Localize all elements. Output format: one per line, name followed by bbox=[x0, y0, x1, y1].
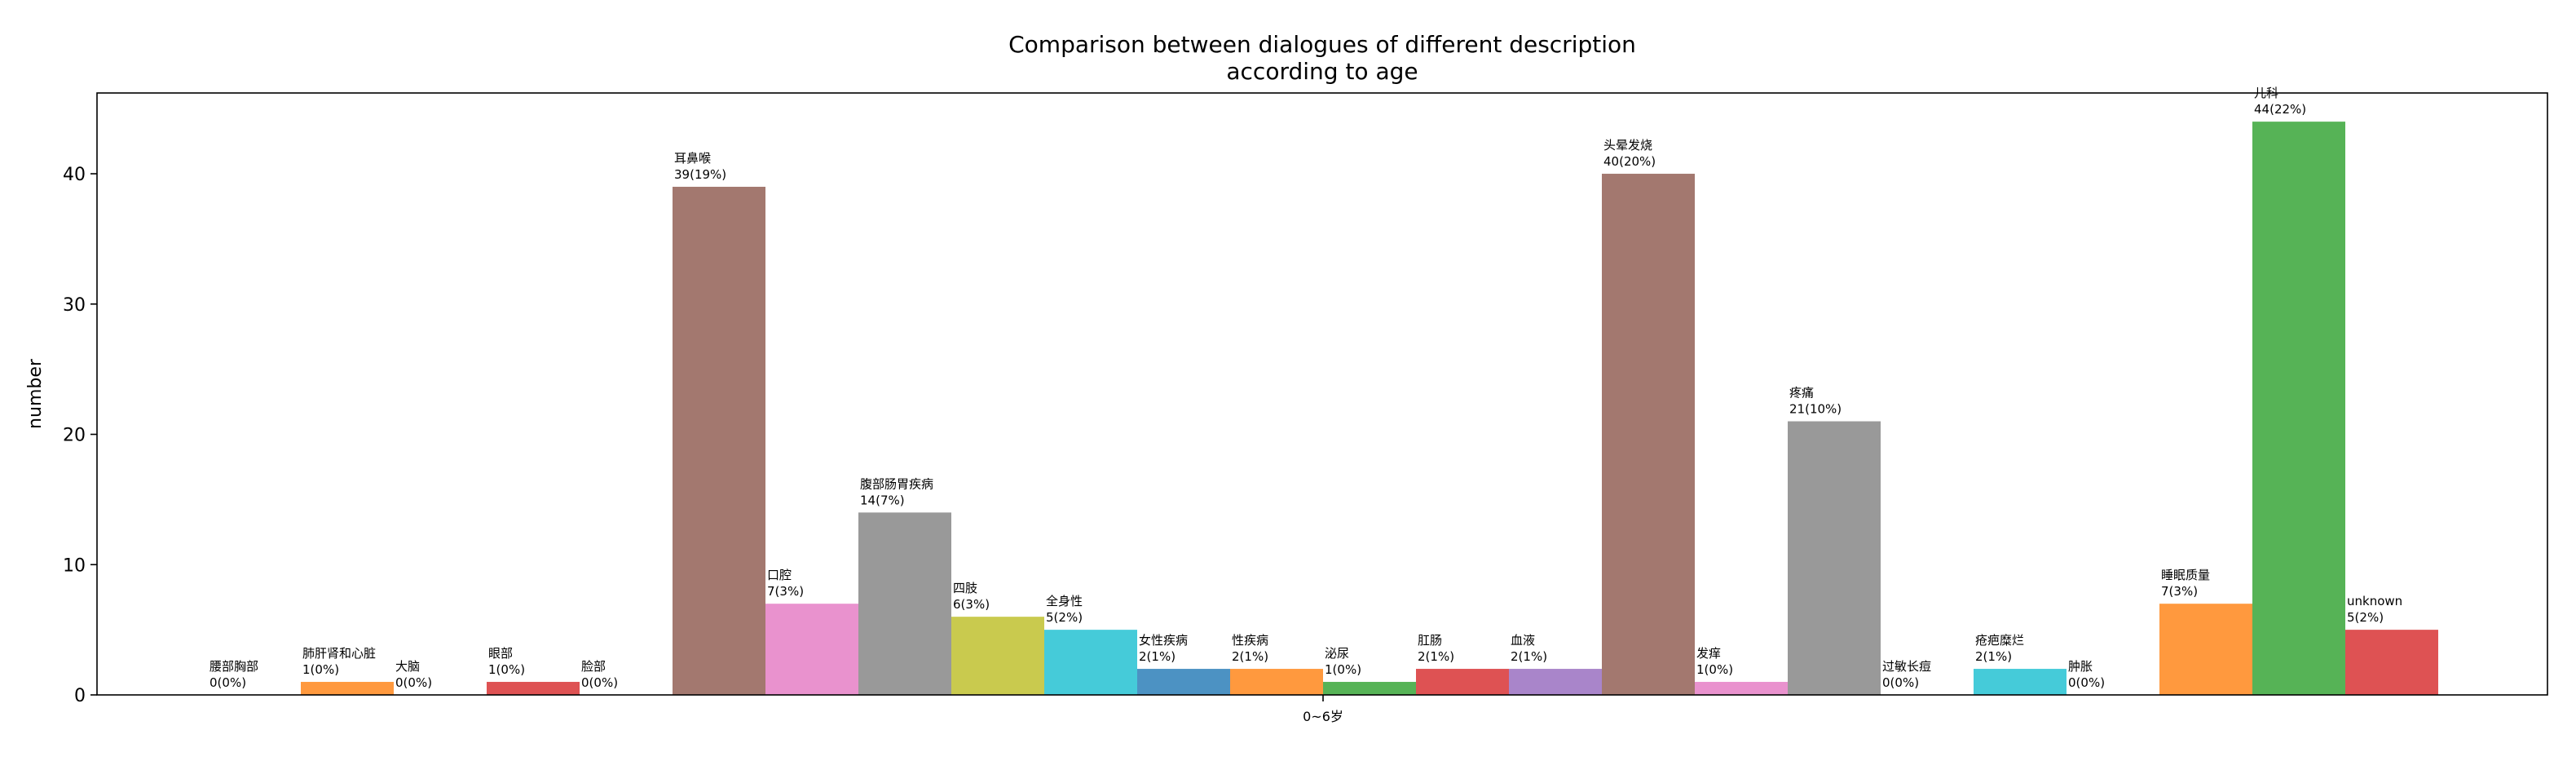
bar-name-label: 脸部 bbox=[581, 659, 606, 674]
bar-value-label: 2(1%) bbox=[1139, 649, 1176, 664]
bar-name-label: 耳鼻喉 bbox=[674, 151, 711, 166]
bar-value-label: 0(0%) bbox=[581, 675, 618, 690]
bar-8 bbox=[858, 512, 951, 695]
bar-name-label: 大脑 bbox=[395, 659, 420, 674]
bar-name-label: 腹部肠胃疾病 bbox=[860, 476, 933, 491]
bar-17 bbox=[1695, 682, 1788, 695]
bar-value-label: 6(3%) bbox=[953, 597, 990, 612]
bar-12 bbox=[1230, 669, 1323, 695]
bar-11 bbox=[1137, 669, 1230, 695]
bar-name-label: 女性疾病 bbox=[1139, 633, 1188, 648]
bar-value-label: 1(0%) bbox=[302, 662, 339, 677]
bar-name-label: 发痒 bbox=[1696, 646, 1721, 661]
bar-22 bbox=[2159, 604, 2252, 695]
bar-value-label: 21(10%) bbox=[1789, 402, 1842, 417]
bar-value-label: 5(2%) bbox=[1046, 610, 1083, 625]
bar-16 bbox=[1602, 174, 1695, 696]
bar-name-label: 头晕发烧 bbox=[1603, 138, 1652, 153]
bar-name-label: 全身性 bbox=[1046, 594, 1083, 608]
y-axis: 0 10 20 30 40 bbox=[63, 165, 97, 706]
bar-13 bbox=[1323, 682, 1416, 695]
bar-value-label: 0(0%) bbox=[2068, 675, 2105, 690]
bar-4 bbox=[487, 682, 580, 695]
bar-name-label: 肛肠 bbox=[1418, 633, 1442, 648]
bar-name-label: 过敏长痘 bbox=[1882, 659, 1931, 674]
x-axis: 0~6岁 bbox=[1303, 695, 1343, 724]
bar-name-label: 四肢 bbox=[953, 581, 977, 595]
bar-14 bbox=[1416, 669, 1509, 695]
bar-value-label: 0(0%) bbox=[1882, 675, 1919, 690]
bar-name-label: 眼部 bbox=[488, 646, 513, 661]
bar-23 bbox=[2252, 122, 2345, 696]
bar-24 bbox=[2345, 630, 2438, 695]
y-tick-label: 0 bbox=[74, 686, 86, 706]
bar-7 bbox=[765, 604, 858, 695]
bar-value-label: 44(22%) bbox=[2254, 102, 2306, 117]
bar-value-label: 1(0%) bbox=[488, 662, 525, 677]
bar-name-label: 腰部胸部 bbox=[210, 659, 258, 674]
bar-name-label: 肿胀 bbox=[2068, 659, 2093, 674]
bar-value-label: 5(2%) bbox=[2347, 610, 2384, 625]
bar-10 bbox=[1044, 630, 1137, 695]
bar-18 bbox=[1788, 421, 1881, 695]
bar-value-label: 2(1%) bbox=[1511, 649, 1547, 664]
bar-9 bbox=[951, 617, 1044, 695]
bar-name-label: 疼痛 bbox=[1789, 386, 1814, 400]
bar-6 bbox=[673, 187, 765, 695]
y-tick-label: 40 bbox=[63, 165, 86, 185]
bar-value-label: 1(0%) bbox=[1696, 662, 1733, 677]
bar-name-label: 泌尿 bbox=[1325, 646, 1349, 661]
bar-value-label: 2(1%) bbox=[1975, 649, 2012, 664]
y-tick-label: 20 bbox=[63, 426, 86, 446]
x-tick-label: 0~6岁 bbox=[1303, 709, 1343, 724]
bar-value-label: 7(3%) bbox=[2161, 584, 2198, 599]
bar-2 bbox=[301, 682, 394, 695]
bar-name-label: 血液 bbox=[1511, 633, 1535, 648]
bar-value-label: 2(1%) bbox=[1418, 649, 1454, 664]
bar-value-label: 40(20%) bbox=[1603, 154, 1656, 169]
bar-name-label: 睡眠质量 bbox=[2161, 568, 2210, 582]
bar-value-label: 2(1%) bbox=[1232, 649, 1268, 664]
bar-name-label: 疮疤糜烂 bbox=[1975, 633, 2024, 648]
bar-name-label: unknown bbox=[2347, 594, 2402, 608]
bar-value-label: 0(0%) bbox=[395, 675, 432, 690]
bar-value-label: 1(0%) bbox=[1325, 662, 1361, 677]
y-axis-label: number bbox=[25, 358, 46, 429]
y-tick-label: 30 bbox=[63, 295, 86, 316]
bar-value-label: 7(3%) bbox=[767, 584, 804, 599]
bar-20 bbox=[1974, 669, 2067, 695]
bar-name-label: 口腔 bbox=[767, 568, 792, 582]
bar-value-label: 0(0%) bbox=[210, 675, 246, 690]
chart-title-line: according to age bbox=[1226, 58, 1418, 85]
y-tick-label: 10 bbox=[63, 555, 86, 576]
bar-15 bbox=[1509, 669, 1602, 695]
chart-title-line: Comparison between dialogues of differen… bbox=[1008, 31, 1636, 58]
bar-name-label: 性疾病 bbox=[1232, 633, 1268, 648]
bar-value-label: 14(7%) bbox=[860, 493, 905, 507]
bar-name-label: 肺肝肾和心脏 bbox=[302, 646, 376, 661]
plot-frame bbox=[96, 92, 2548, 696]
chart-title: Comparison between dialogues of differen… bbox=[1008, 31, 1636, 85]
bar-value-label: 39(19%) bbox=[674, 167, 726, 182]
